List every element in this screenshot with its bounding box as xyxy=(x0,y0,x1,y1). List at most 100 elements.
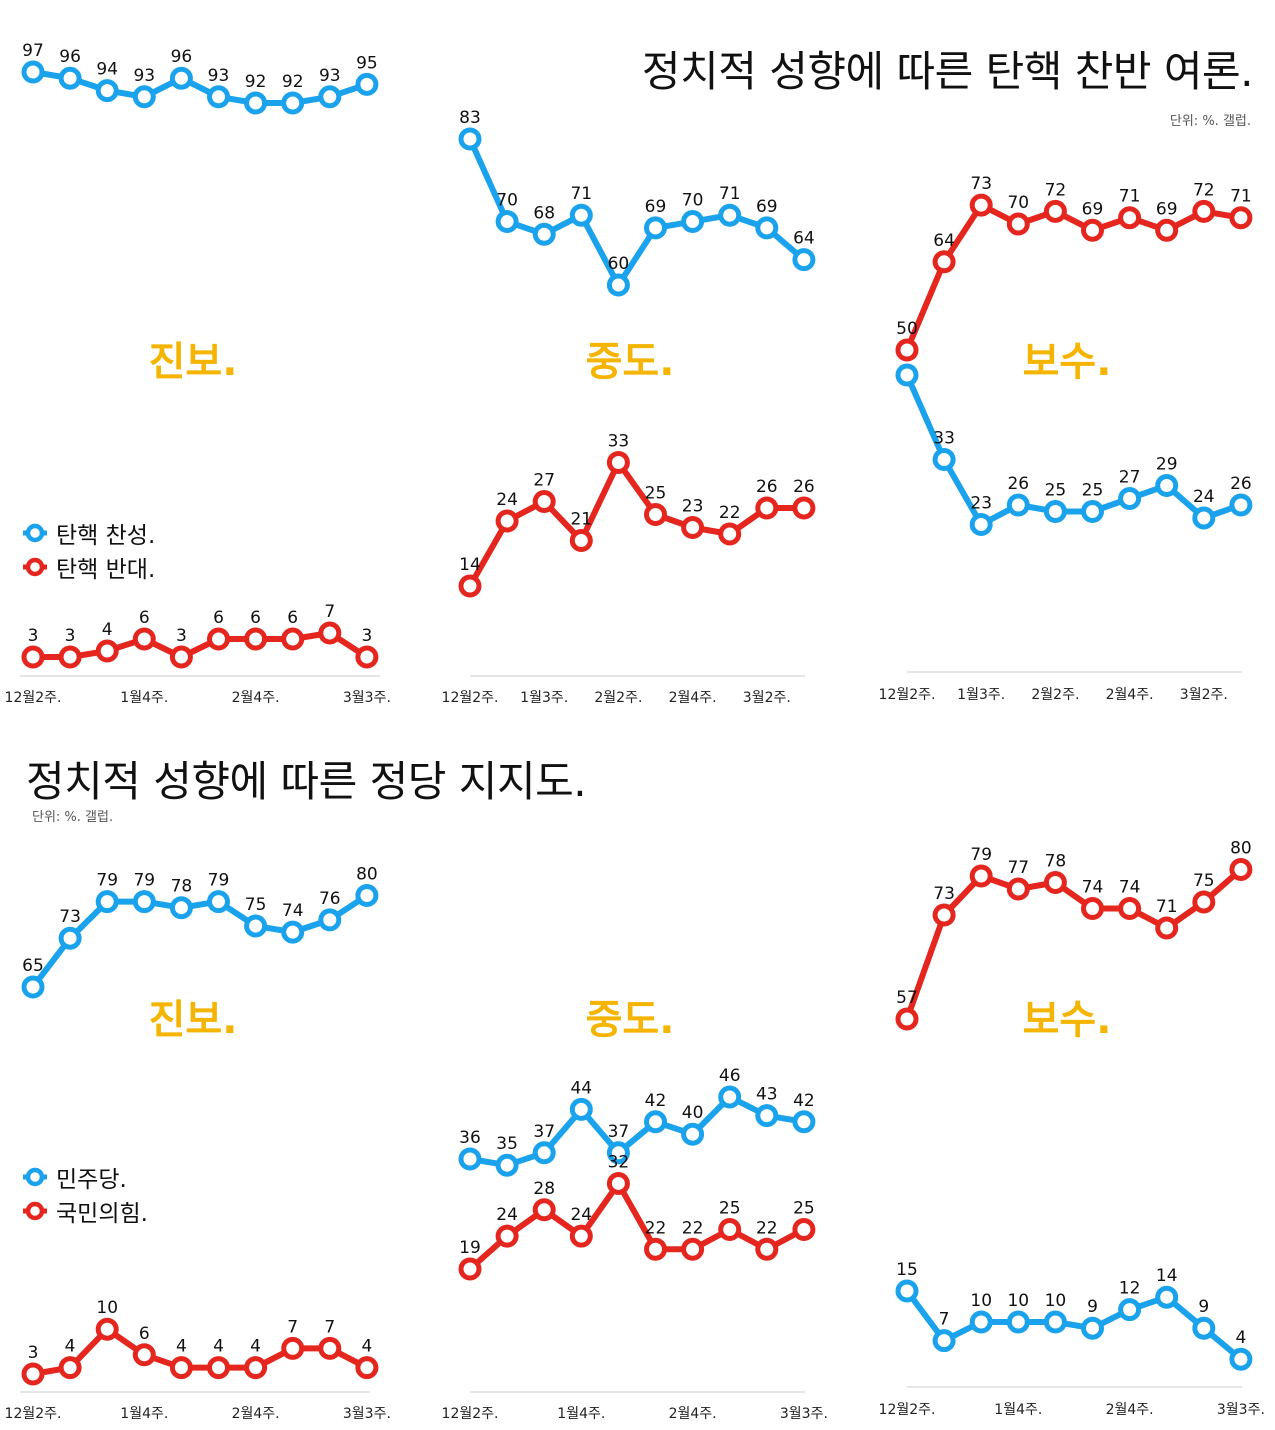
data-point-blue xyxy=(681,210,705,234)
legend-label-democratic-party: 민주당. xyxy=(56,1167,127,1193)
party-support-unit-note: 단위: %. 갤럽. xyxy=(32,810,114,825)
x-tick-label: 12월2주. xyxy=(879,1402,936,1418)
data-point-blue xyxy=(1192,506,1216,530)
data-point-blue xyxy=(1118,487,1142,510)
legend-label-impeach-support: 탄핵 찬성. xyxy=(56,523,156,549)
data-label: 23 xyxy=(682,497,704,517)
data-label: 76 xyxy=(319,889,341,909)
data-point-blue xyxy=(1006,493,1030,517)
data-label: 77 xyxy=(1007,858,1029,878)
x-tick-label: 3월3주. xyxy=(343,1406,391,1422)
data-point-blue xyxy=(1043,500,1067,523)
data-point-blue xyxy=(569,1097,593,1121)
data-label: 69 xyxy=(645,197,667,217)
x-tick-label: 2월4주. xyxy=(232,690,280,706)
data-label: 24 xyxy=(496,490,518,510)
legend-item-impeach-support: 탄핵 찬성. xyxy=(22,516,155,550)
data-point-blue xyxy=(495,210,519,234)
data-point-blue xyxy=(95,79,119,103)
x-tick-label: 2월4주. xyxy=(1106,687,1154,703)
data-label: 10 xyxy=(1007,1291,1029,1311)
data-label: 25 xyxy=(645,484,667,504)
data-point-red xyxy=(1229,206,1253,230)
data-point-red xyxy=(318,1336,342,1360)
data-point-red xyxy=(281,1336,305,1360)
data-label: 74 xyxy=(1082,878,1104,898)
data-point-red xyxy=(207,1356,230,1380)
data-label: 6 xyxy=(287,608,298,628)
data-label: 93 xyxy=(319,66,341,86)
x-tick-label: 2월4주. xyxy=(669,1406,717,1422)
data-label: 74 xyxy=(1119,878,1141,898)
data-point-red xyxy=(458,574,482,598)
panel-title: 중도. xyxy=(586,339,675,385)
data-point-red xyxy=(932,903,956,927)
data-label: 75 xyxy=(1193,871,1215,891)
series-line-red xyxy=(904,202,1244,353)
data-point-blue xyxy=(1229,1347,1253,1371)
series-line-red xyxy=(30,630,370,660)
data-point-blue xyxy=(95,890,119,914)
data-point-blue xyxy=(1081,500,1104,523)
data-point-red xyxy=(681,1237,705,1261)
data-label: 37 xyxy=(608,1122,630,1142)
data-label: 23 xyxy=(970,494,992,514)
data-label: 97 xyxy=(22,41,44,61)
data-point-blue xyxy=(169,896,193,920)
data-point-red xyxy=(58,1356,82,1380)
x-tick-label: 2월4주. xyxy=(1106,1402,1154,1418)
data-point-red xyxy=(1081,218,1104,242)
data-label: 64 xyxy=(933,231,955,251)
x-tick-label: 3월3주. xyxy=(780,1406,828,1422)
data-label: 7 xyxy=(324,602,335,622)
data-point-blue xyxy=(21,975,45,999)
series-line-red xyxy=(30,1326,370,1377)
data-label: 9 xyxy=(1087,1297,1098,1317)
data-label: 46 xyxy=(719,1066,741,1086)
data-point-red xyxy=(132,1343,156,1367)
data-point-blue xyxy=(1043,1310,1067,1334)
data-point-red xyxy=(1155,218,1179,242)
series-line-blue xyxy=(467,1094,807,1169)
data-label: 4 xyxy=(176,1337,187,1357)
legend-item-impeach-oppose: 탄핵 반대. xyxy=(22,550,155,584)
data-label: 72 xyxy=(1045,180,1067,200)
x-tick-label: 2월2주. xyxy=(594,690,642,706)
data-point-blue xyxy=(644,1110,667,1134)
data-label: 79 xyxy=(133,871,155,891)
data-label: 22 xyxy=(756,1218,778,1238)
data-point-red xyxy=(1229,858,1253,881)
data-point-red xyxy=(792,1218,816,1242)
data-label: 26 xyxy=(793,477,815,497)
data-label: 14 xyxy=(459,555,481,575)
data-point-blue xyxy=(244,914,268,938)
x-tick-label: 1월4주. xyxy=(120,1406,168,1422)
data-point-blue xyxy=(1155,474,1179,497)
data-label: 80 xyxy=(356,865,378,885)
x-tick-label: 2월4주. xyxy=(669,690,717,706)
data-label: 65 xyxy=(22,956,44,976)
data-label: 25 xyxy=(1045,481,1067,501)
data-point-blue xyxy=(495,1153,519,1177)
data-label: 96 xyxy=(171,47,193,67)
legend-item-people-power-party: 국민의힘. xyxy=(22,1194,148,1228)
data-label: 35 xyxy=(496,1134,518,1154)
data-point-blue xyxy=(1006,1310,1030,1334)
data-label: 44 xyxy=(570,1078,592,1098)
data-point-blue xyxy=(1192,1316,1216,1340)
x-tick-label: 12월2주. xyxy=(5,690,62,706)
data-point-blue xyxy=(1229,493,1253,517)
data-point-red xyxy=(21,1362,45,1386)
legend-marker-blue-icon xyxy=(23,1167,47,1187)
data-label: 4 xyxy=(102,620,113,640)
data-label: 43 xyxy=(756,1085,778,1105)
data-label: 4 xyxy=(1235,1328,1246,1348)
series-line-blue xyxy=(467,136,807,289)
data-point-blue xyxy=(895,1279,919,1303)
data-point-red xyxy=(1155,916,1179,940)
data-label: 93 xyxy=(208,66,230,86)
data-point-blue xyxy=(318,908,342,932)
data-point-red xyxy=(495,509,519,533)
data-label: 32 xyxy=(608,1152,630,1172)
data-label: 4 xyxy=(65,1337,76,1357)
